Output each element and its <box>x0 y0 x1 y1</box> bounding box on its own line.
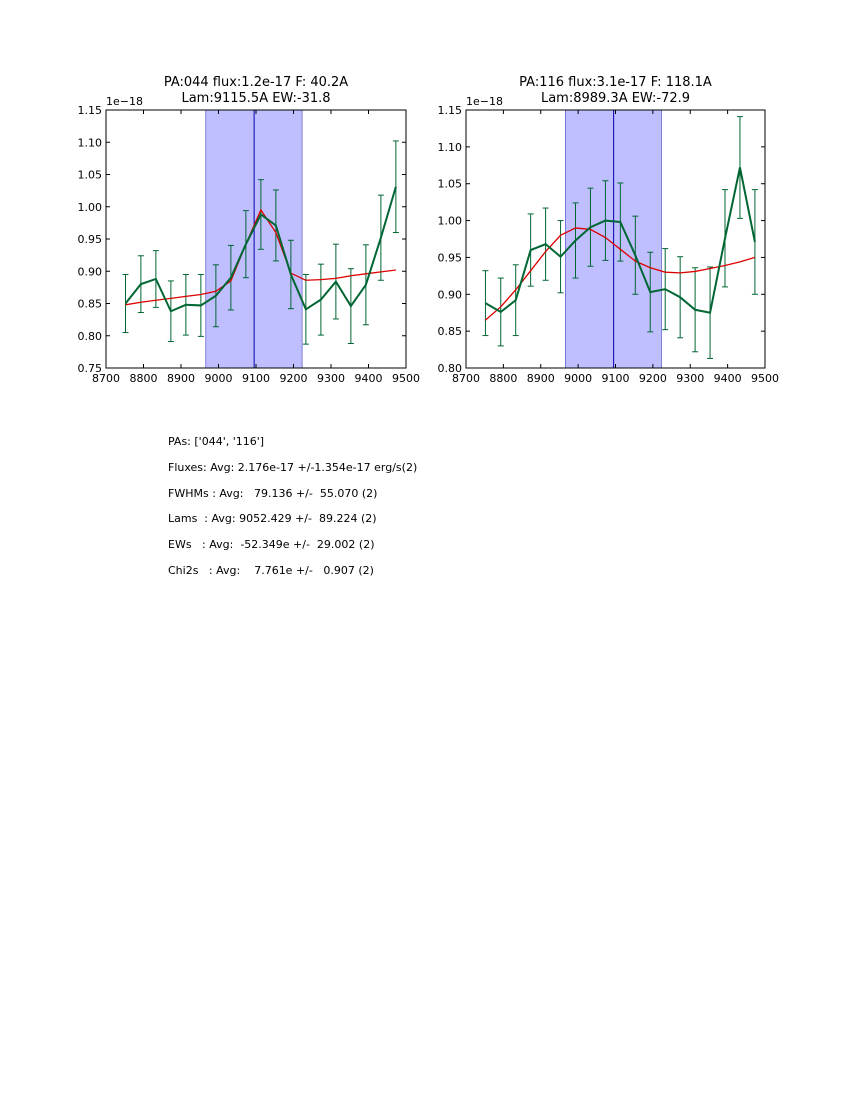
chart-title-line: Lam:8989.3A EW:-72.9 <box>541 91 690 106</box>
chart-title-line: PA:116 flux:3.1e-17 F: 118.1A <box>519 75 712 90</box>
stats-panel: PAs: ['044', '116'] Fluxes: Avg: 2.176e-… <box>168 436 417 591</box>
chart-title-line: PA:044 flux:1.2e-17 F: 40.2A <box>164 75 348 90</box>
offset-label: 1e−18 <box>466 95 503 108</box>
data-line <box>124 186 397 313</box>
stats-lams: Lams : Avg: 9052.429 +/- 89.224 (2) <box>168 512 377 526</box>
x-tick-label: 9300 <box>676 372 704 385</box>
stats-fluxes: Fluxes: Avg: 2.176e-17 +/-1.354e-17 erg/… <box>168 460 418 474</box>
y-tick-label: 1.10 <box>438 141 463 154</box>
chart-1: PA:044 flux:1.2e-17 F: 40.2ALam:9115.5A … <box>78 75 421 385</box>
error-bar <box>482 270 489 337</box>
y-tick-label: 0.85 <box>438 325 463 338</box>
x-tick-label: 9200 <box>280 372 308 385</box>
chart-2: PA:116 flux:3.1e-17 F: 118.1ALam:8989.3A… <box>438 75 780 385</box>
x-tick-label: 9200 <box>639 372 667 385</box>
x-tick-label: 9500 <box>751 372 779 385</box>
y-tick-label: 1.05 <box>78 169 103 182</box>
fit-line <box>125 208 396 306</box>
x-tick-label: 8800 <box>130 372 158 385</box>
x-tick-label: 9300 <box>317 372 345 385</box>
y-tick-label: 1.00 <box>438 215 463 228</box>
x-tick-label: 9400 <box>714 372 742 385</box>
fit-line <box>485 227 756 321</box>
y-tick-label: 1.15 <box>78 104 103 117</box>
y-tick-label: 0.95 <box>438 251 463 264</box>
stats-fwhms: FWHMs : Avg: 79.136 +/- 55.070 (2) <box>168 486 378 500</box>
y-tick-label: 0.85 <box>78 298 103 311</box>
x-tick-label: 8700 <box>92 372 120 385</box>
x-tick-label: 9000 <box>205 372 233 385</box>
chart-title-line: Lam:9115.5A EW:-31.8 <box>181 91 330 106</box>
y-tick-label: 0.80 <box>438 362 463 375</box>
y-tick-label: 1.00 <box>78 201 103 214</box>
y-tick-label: 0.80 <box>78 330 103 343</box>
x-tick-label: 9100 <box>242 372 270 385</box>
data-line <box>484 167 756 314</box>
y-tick-label: 0.95 <box>78 233 103 246</box>
offset-label: 1e−18 <box>106 95 143 108</box>
x-tick-label: 8900 <box>527 372 555 385</box>
y-tick-label: 1.05 <box>438 178 463 191</box>
x-tick-label: 9100 <box>602 372 630 385</box>
stats-pas: PAs: ['044', '116'] <box>168 435 265 448</box>
y-tick-label: 0.90 <box>438 288 463 301</box>
x-tick-label: 8700 <box>452 372 480 385</box>
x-tick-label: 9400 <box>355 372 383 385</box>
y-tick-label: 1.15 <box>438 104 463 117</box>
x-tick-label: 8900 <box>167 372 195 385</box>
x-tick-label: 8800 <box>489 372 517 385</box>
y-tick-label: 0.90 <box>78 265 103 278</box>
y-tick-label: 1.10 <box>78 136 103 149</box>
x-tick-label: 9000 <box>564 372 592 385</box>
stats-chi2s: Chi2s : Avg: 7.761e +/- 0.907 (2) <box>168 563 374 577</box>
y-tick-label: 0.75 <box>78 362 103 375</box>
stats-ews: EWs : Avg: -52.349e +/- 29.002 (2) <box>168 538 375 552</box>
x-tick-label: 9500 <box>392 372 420 385</box>
